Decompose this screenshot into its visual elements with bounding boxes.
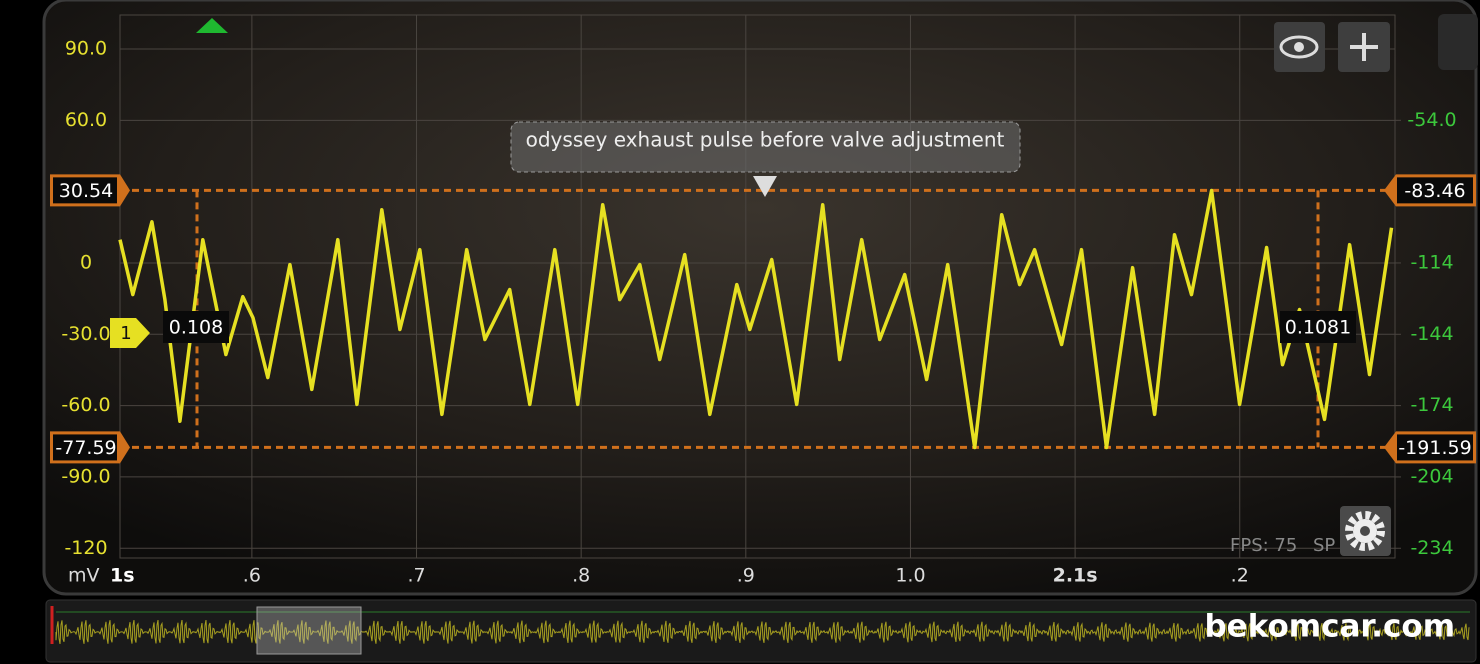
y-tick-label: 60.0 xyxy=(65,109,107,131)
plot: 90.0 60.0 0 -30.0 -60.0 -90.0 -120 -54.0 -114 -14… xyxy=(50,15,1476,587)
overview-strip[interactable] xyxy=(45,599,1477,663)
eye-button[interactable] xyxy=(1274,22,1325,72)
y-unit: mV xyxy=(68,565,100,587)
plus-icon xyxy=(1350,33,1378,61)
y2-tick-label: -234 xyxy=(1410,537,1453,559)
y-tick-label: -90.0 xyxy=(61,465,110,487)
gear-teeth xyxy=(1345,511,1385,551)
cursor-label: -83.46 xyxy=(1404,180,1465,202)
y-tick-label: -120 xyxy=(64,537,107,559)
y-tick-label: -60.0 xyxy=(61,394,110,416)
annotation-box xyxy=(510,121,1021,173)
cursor-time-bg xyxy=(1280,311,1356,343)
annotation-pointer xyxy=(753,176,777,197)
cursor-label: 30.54 xyxy=(59,180,113,202)
cursor-time-label: 0.1081 xyxy=(1285,317,1351,339)
fps-cut: SP xyxy=(1313,535,1335,556)
cursor-label-bg xyxy=(53,177,117,204)
trigger-marker[interactable] xyxy=(196,18,228,33)
y2-tick-label: -54.0 xyxy=(1407,109,1456,131)
x-tick-label: 2.1s xyxy=(1053,565,1098,587)
eye-pupil xyxy=(1294,42,1304,52)
cursor-label: -191.59 xyxy=(1398,437,1471,459)
overview-trace xyxy=(55,619,1470,645)
watermark: bekomcar.com xyxy=(1204,609,1455,645)
cursor-time-label: 0.108 xyxy=(169,317,223,339)
cursor-label: -77.59 xyxy=(55,437,116,459)
x-tick-label: .9 xyxy=(737,565,755,587)
cursor-time-bg xyxy=(163,311,229,343)
settings-button[interactable] xyxy=(1340,506,1391,556)
y2-tick-label: -204 xyxy=(1410,465,1453,487)
cursor-label-bg xyxy=(1397,177,1473,204)
x-tick-label: .7 xyxy=(407,565,425,587)
side-handle[interactable] xyxy=(1438,14,1478,70)
channel-label: 1 xyxy=(120,323,131,344)
gear-hole xyxy=(1360,526,1370,536)
trace xyxy=(118,188,1394,450)
eye-icon xyxy=(1279,35,1319,59)
x-tick-label: .8 xyxy=(572,565,590,587)
y2-tick-label: -174 xyxy=(1410,394,1453,416)
y2-tick-label: -114 xyxy=(1410,251,1453,273)
x-scale: 1s xyxy=(110,565,135,587)
channel-marker xyxy=(110,318,150,348)
y2-tick-label: -144 xyxy=(1410,323,1453,345)
y-tick-label: -30.0 xyxy=(61,323,110,345)
annotation-text: odyssey exhaust pulse before valve adjus… xyxy=(526,128,1005,152)
add-button[interactable] xyxy=(1338,22,1390,72)
x-tick-label: .6 xyxy=(243,565,261,587)
plot-frame xyxy=(119,14,1396,559)
x-tick-label: 1.0 xyxy=(895,565,925,587)
fps-label: FPS: 75 xyxy=(1230,535,1297,556)
cursor-label-bg xyxy=(1397,434,1473,461)
annotation: odyssey exhaust pulse before valve adjus… xyxy=(510,121,1021,197)
y-tick-label: 90.0 xyxy=(65,37,107,59)
y-tick-label: 0 xyxy=(80,251,92,273)
cursor-label-bg xyxy=(53,434,117,461)
overview-window[interactable] xyxy=(256,606,362,655)
x-tick-label: .2 xyxy=(1231,565,1249,587)
